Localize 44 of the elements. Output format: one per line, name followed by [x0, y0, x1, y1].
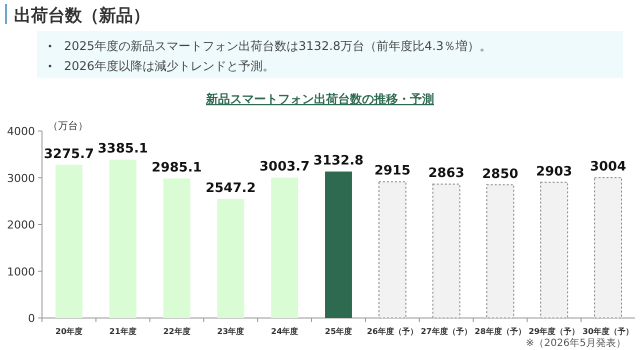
data-label: 2915: [374, 164, 411, 179]
y-axis-title: （万台）: [48, 120, 88, 132]
bar: [325, 172, 352, 318]
x-tick-label: 26年度（予）: [366, 326, 418, 336]
bar: [271, 178, 298, 318]
bar: [594, 177, 622, 318]
bar: [163, 178, 190, 318]
x-tick-label: 29年度（予）: [528, 326, 580, 336]
x-tick-label: 24年度: [271, 326, 298, 336]
y-tick-label: 0: [28, 312, 35, 325]
x-tick-label: 21年度: [109, 326, 136, 336]
bar: [55, 164, 82, 318]
x-tick-label: 25年度: [324, 326, 352, 336]
chart-subtitle: 新品スマートフォン出荷台数の推移・予測: [205, 92, 434, 106]
x-tick-label: 23年度: [217, 326, 244, 336]
bar: [217, 198, 244, 318]
y-tick-label: 3000: [7, 172, 35, 185]
x-tick-label: 27年度（予）: [420, 326, 472, 336]
text: 2026年度以降は減少トレンドと予測。: [64, 59, 275, 73]
data-label: 2985.1: [152, 160, 202, 176]
bar: [378, 181, 406, 318]
x-tick-label: 30年度（予）: [582, 326, 634, 336]
text: 2025年度の新品スマートフォン出荷台数は3132.8万台（前年度比4.3％増）。: [64, 39, 492, 53]
y-tick-label: 2000: [7, 218, 35, 232]
data-label: 2547.2: [206, 180, 256, 196]
chart-title: 出荷台数（新品）: [14, 6, 150, 26]
bar: [486, 184, 514, 318]
x-tick-label: 22年度: [163, 326, 190, 336]
y-tick-label: 4000: [7, 125, 35, 138]
y-tick-label: 1000: [7, 265, 35, 278]
data-label: 3275.7: [44, 146, 94, 162]
data-label: 3132.8: [313, 154, 364, 169]
data-label: 2863: [428, 166, 464, 182]
bar: [540, 182, 568, 318]
data-label: 3003.7: [260, 160, 310, 175]
data-label: 3385.1: [98, 142, 148, 157]
x-tick-label: 20年度: [55, 326, 83, 336]
data-label: 2903: [536, 164, 572, 180]
data-label: 2850: [482, 166, 518, 182]
bar: [432, 184, 460, 318]
text: ※（2026年5月発表）: [526, 337, 626, 349]
x-tick-label: 28年度（予）: [474, 326, 526, 336]
bar: [109, 160, 136, 318]
data-label: 3004: [590, 160, 626, 175]
